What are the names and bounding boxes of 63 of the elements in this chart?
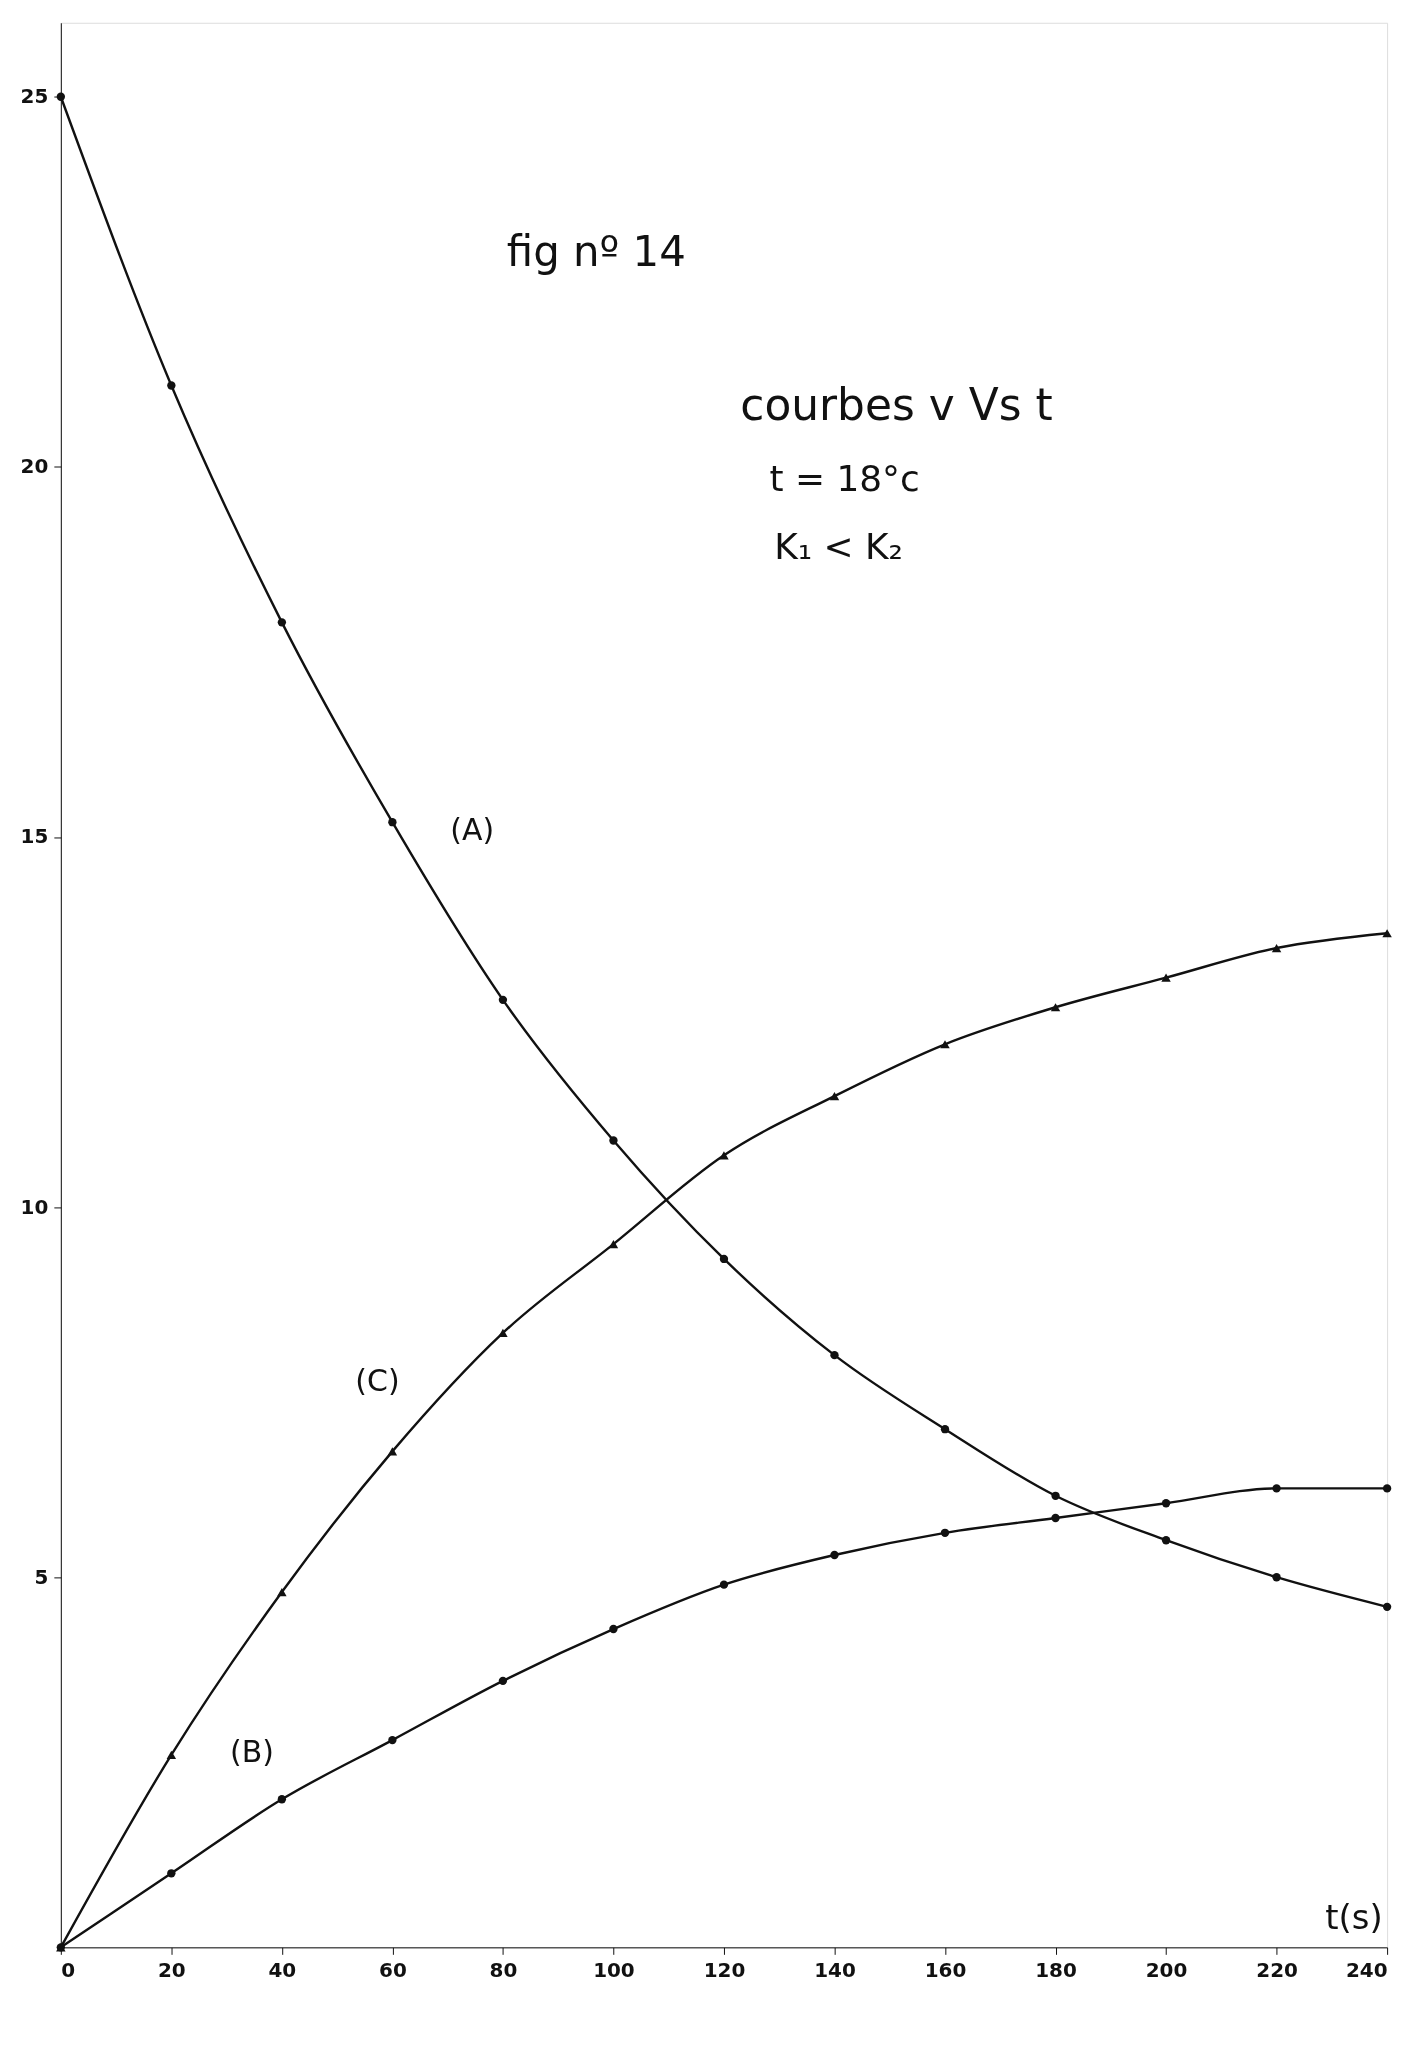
x-tick-label: 140 [814, 1957, 856, 1982]
point [1382, 1484, 1392, 1493]
annotation: courbes v Vs t [740, 378, 1053, 430]
point [1161, 973, 1171, 982]
point [609, 1136, 618, 1145]
point [829, 1091, 840, 1101]
point [1161, 1536, 1171, 1545]
point [387, 1447, 398, 1456]
point [719, 1254, 729, 1264]
point [167, 381, 176, 390]
y-tick-label: 10 [20, 1194, 49, 1219]
x-tick-label: 120 [703, 1957, 746, 1982]
point [940, 1528, 950, 1537]
y-tick-label: 15 [20, 824, 49, 849]
annotation: K₁ < K₂ [774, 526, 903, 568]
point [1051, 1491, 1060, 1500]
point [830, 1550, 839, 1560]
point [1382, 1602, 1392, 1611]
x-tick-label: 60 [379, 1957, 407, 1982]
point [498, 995, 508, 1005]
point [830, 1351, 839, 1360]
point [609, 1624, 618, 1634]
x-tick-label: 80 [489, 1957, 518, 1982]
x-tick-label: 0 [61, 1957, 76, 1982]
annotation: t = 18°c [769, 458, 920, 500]
x-tick-label: 240 [1345, 1957, 1388, 1982]
point [940, 1040, 950, 1049]
point [1051, 1513, 1060, 1523]
point [498, 1328, 508, 1338]
x-axis-title: t(s) [1325, 1897, 1383, 1937]
x-tick-label: 160 [924, 1957, 967, 1982]
series-label: (A) [450, 812, 495, 848]
series-label: (C) [355, 1362, 400, 1398]
point [1272, 1573, 1281, 1582]
text: fig nº 14 [506, 227, 686, 277]
y-tick-label: 5 [34, 1564, 49, 1589]
point [166, 1750, 177, 1759]
x-tick-label: 40 [268, 1957, 297, 1982]
point [1272, 1484, 1281, 1493]
point [388, 818, 397, 827]
point [1271, 943, 1282, 953]
y-tick-label: 25 [20, 84, 49, 109]
point [1382, 929, 1392, 938]
point [608, 1240, 619, 1249]
x-tick-label: 180 [1035, 1957, 1077, 1982]
series-label: (B) [230, 1734, 274, 1770]
point [167, 1869, 176, 1878]
point [56, 92, 65, 101]
point [498, 1676, 508, 1686]
point [277, 1795, 287, 1804]
point [277, 1587, 287, 1597]
x-tick-label: 200 [1145, 1957, 1188, 1982]
point [1050, 1003, 1061, 1012]
point [719, 1151, 729, 1160]
point [388, 1735, 397, 1745]
point [277, 618, 287, 627]
point [1161, 1499, 1171, 1508]
x-tick-label: 220 [1256, 1957, 1298, 1982]
point [719, 1580, 729, 1589]
x-tick-label: 20 [157, 1957, 186, 1982]
x-tick-label: 100 [593, 1957, 635, 1982]
point [940, 1425, 950, 1434]
y-tick-label: 20 [20, 454, 49, 479]
